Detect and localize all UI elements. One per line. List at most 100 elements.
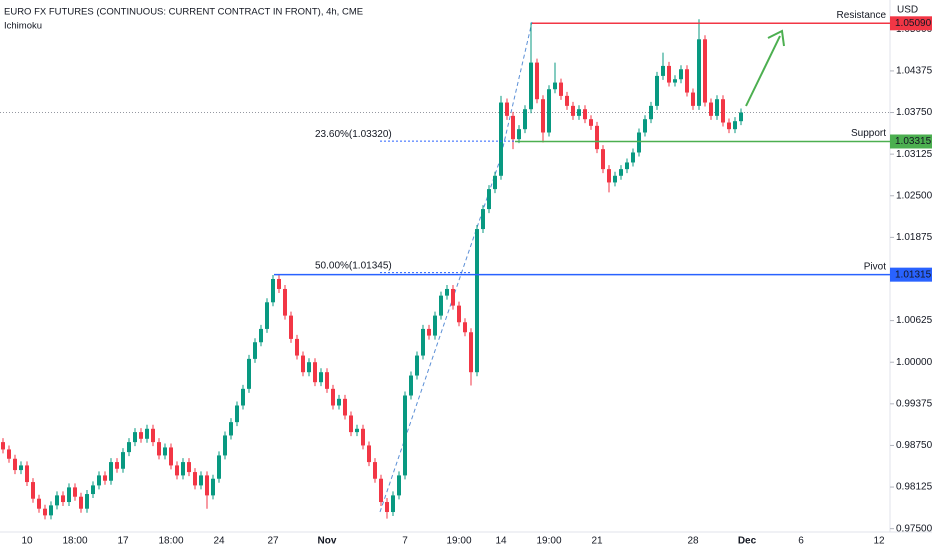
candle-body xyxy=(271,278,275,303)
candle-body xyxy=(415,355,419,376)
candle-body xyxy=(199,475,203,486)
candle-body xyxy=(181,462,185,476)
candle-body xyxy=(43,508,47,516)
candle-body xyxy=(703,39,707,103)
candle-body xyxy=(7,449,11,459)
candle-body xyxy=(73,487,77,497)
candle-body xyxy=(379,478,383,503)
candle-body xyxy=(229,422,233,436)
candle-body xyxy=(571,105,575,116)
level-price-box xyxy=(890,267,932,282)
candle-body xyxy=(193,472,197,486)
candle-body xyxy=(439,295,443,316)
candle-body xyxy=(709,102,713,116)
level-price-box xyxy=(890,134,932,149)
candle-body xyxy=(121,452,125,469)
x-tick-label: Dec xyxy=(738,536,757,547)
x-tick-label: 7 xyxy=(402,536,408,547)
arrow-head xyxy=(767,29,785,47)
y-tick-label: 1.04375 xyxy=(896,66,932,77)
candle-body xyxy=(739,112,743,122)
candle-body xyxy=(157,442,161,456)
x-tick-label: 6 xyxy=(798,536,804,547)
candle-body xyxy=(463,322,467,333)
candle-body xyxy=(85,494,89,509)
candle-body xyxy=(211,478,215,496)
candle-body xyxy=(457,305,461,323)
trend-line xyxy=(379,21,533,513)
x-tick-label: 19:00 xyxy=(446,536,471,547)
candle-body xyxy=(733,121,737,130)
candle-body xyxy=(727,122,731,130)
candle-body xyxy=(133,432,137,443)
candle-body xyxy=(481,209,485,230)
candle-body xyxy=(127,442,131,453)
candle-body xyxy=(679,69,683,80)
candle-body xyxy=(97,475,101,486)
candle-body xyxy=(553,82,557,90)
candle-body xyxy=(205,475,209,496)
x-tick-label: Nov xyxy=(318,536,337,547)
candle-body xyxy=(445,288,449,296)
candle-body xyxy=(109,462,113,481)
candle-body xyxy=(235,405,239,423)
candle-body xyxy=(421,328,425,356)
candle-body xyxy=(559,82,563,96)
candle-body xyxy=(493,175,497,190)
fib-label: 23.60%(1.03320) xyxy=(315,129,392,140)
candle-body xyxy=(1,442,5,450)
candle-body xyxy=(475,229,479,373)
candle-body xyxy=(331,388,335,406)
level-name: Resistance xyxy=(837,10,887,21)
x-tick-label: 12 xyxy=(873,536,885,547)
y-tick-label: 0.97500 xyxy=(896,523,932,534)
candle-body xyxy=(61,495,65,503)
candle-body xyxy=(337,398,341,406)
candle-body xyxy=(319,372,323,383)
candle-body xyxy=(601,149,605,170)
candle-body xyxy=(307,362,311,373)
candle-body xyxy=(241,388,245,406)
fib-label: 50.00%(1.01345) xyxy=(315,260,392,271)
candle-body xyxy=(529,62,533,110)
candle-body xyxy=(151,428,155,443)
arrow-shaft xyxy=(745,35,781,107)
candle-body xyxy=(361,428,365,446)
candle-body xyxy=(385,502,389,513)
x-tick-label: 27 xyxy=(267,536,279,547)
candle-body xyxy=(535,62,539,100)
projection-arrow xyxy=(745,29,785,107)
candle-body xyxy=(49,505,53,516)
candle-body xyxy=(301,355,305,373)
candle-body xyxy=(541,99,545,133)
candle-body xyxy=(187,462,191,473)
candle-body xyxy=(451,288,455,306)
level-price-label: 1.01315 xyxy=(895,269,932,280)
candle-body xyxy=(13,458,17,471)
candle-body xyxy=(103,475,107,481)
candle-body xyxy=(577,109,581,116)
y-tick-label: 1.03125 xyxy=(896,149,932,160)
candle-body xyxy=(433,315,437,336)
candle-body xyxy=(661,65,665,76)
candle-body xyxy=(511,115,515,140)
candle-body xyxy=(367,445,371,463)
candle-body xyxy=(55,495,59,506)
candle-body xyxy=(259,328,263,343)
candle-body xyxy=(313,362,317,383)
candle-body xyxy=(673,79,677,83)
y-tick-label: 1.03750 xyxy=(896,107,932,118)
candle-body xyxy=(427,328,431,336)
y-tick-label: 1.00000 xyxy=(896,357,932,368)
candle-body xyxy=(115,462,119,469)
x-tick-label: 17 xyxy=(117,536,129,547)
level-price-box xyxy=(890,16,932,31)
y-tick-label: 0.98125 xyxy=(896,482,932,493)
candle-body xyxy=(505,102,509,116)
candle-body xyxy=(397,475,401,496)
x-tick-label: 18:00 xyxy=(158,536,183,547)
candle-body xyxy=(487,189,491,210)
candle-body xyxy=(139,432,143,439)
x-tick-label: 19:00 xyxy=(536,536,561,547)
